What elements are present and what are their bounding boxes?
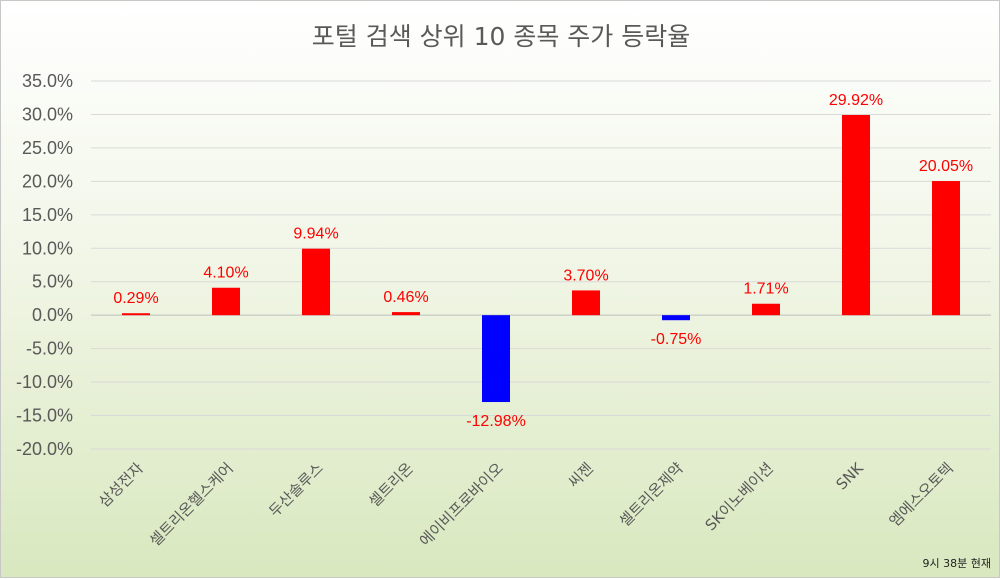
y-tick-label: 35.0% — [22, 71, 73, 91]
y-axis: 35.0% 30.0% 25.0% 20.0% 15.0% 10.0% 5.0% 0.0% -5… — [16, 71, 73, 459]
bar — [662, 315, 690, 321]
y-tick-label: 15.0% — [22, 205, 73, 225]
bar — [842, 114, 870, 316]
y-tick-label: 25.0% — [22, 138, 73, 158]
data-labels: 0.29% 4.10% 9.94% 0.46% -12.98% 3.70% -0.75% 1.… — [113, 92, 973, 430]
chart-title: 포털 검색 상위 10 종목 주가 등락율 — [312, 22, 691, 51]
bar — [122, 313, 150, 316]
bar — [932, 181, 960, 316]
y-tick-label: 10.0% — [22, 238, 73, 258]
y-tick-label: 30.0% — [22, 104, 73, 124]
data-label: 29.92% — [829, 92, 883, 109]
data-label: -0.75% — [651, 331, 702, 348]
data-label: 20.05% — [919, 158, 973, 175]
data-label: -12.98% — [466, 413, 526, 430]
data-label: 3.70% — [563, 267, 608, 284]
x-tick-label: SNK — [832, 458, 867, 493]
bars — [122, 114, 960, 403]
x-tick-label: 엠에스오토텍 — [886, 459, 957, 530]
bar — [482, 315, 510, 403]
data-label: 4.10% — [203, 265, 248, 282]
x-tick-label: 셀트리온 — [365, 459, 417, 511]
x-tick-label: 씨젠 — [565, 459, 597, 491]
bar — [302, 248, 330, 316]
y-tick-label: -10.0% — [16, 372, 73, 392]
bar — [392, 312, 420, 316]
data-label: 9.94% — [293, 226, 338, 243]
x-tick-label: SK이노베이션 — [702, 459, 777, 534]
bar — [752, 303, 780, 316]
x-tick-label: 삼성전자 — [95, 459, 147, 511]
y-tick-label: -5.0% — [26, 339, 73, 359]
gridlines — [91, 80, 991, 450]
y-tick-label: 20.0% — [22, 171, 73, 191]
data-label: 1.71% — [743, 281, 788, 298]
bar — [212, 287, 240, 316]
data-label: 0.29% — [113, 290, 158, 307]
y-tick-label: 5.0% — [32, 272, 73, 292]
x-tick-label: 셀트리온제약 — [616, 459, 687, 530]
x-tick-label: 에이비프로바이오 — [416, 459, 507, 550]
y-tick-label: -20.0% — [16, 439, 73, 459]
x-tick-label: 두산솔루스 — [265, 459, 327, 521]
x-axis: 삼성전자 셀트리온헬스케어 두산솔루스 셀트리온 에이비프로바이오 씨젠 셀트리온제약 SK이… — [95, 458, 957, 550]
bar — [572, 290, 600, 316]
timestamp-note: 9시 38분 현재 — [923, 557, 991, 570]
x-tick-label: 셀트리온헬스케어 — [146, 459, 237, 550]
y-tick-label: -15.0% — [16, 406, 73, 426]
y-tick-label: 0.0% — [32, 305, 73, 325]
data-label: 0.46% — [383, 289, 428, 306]
